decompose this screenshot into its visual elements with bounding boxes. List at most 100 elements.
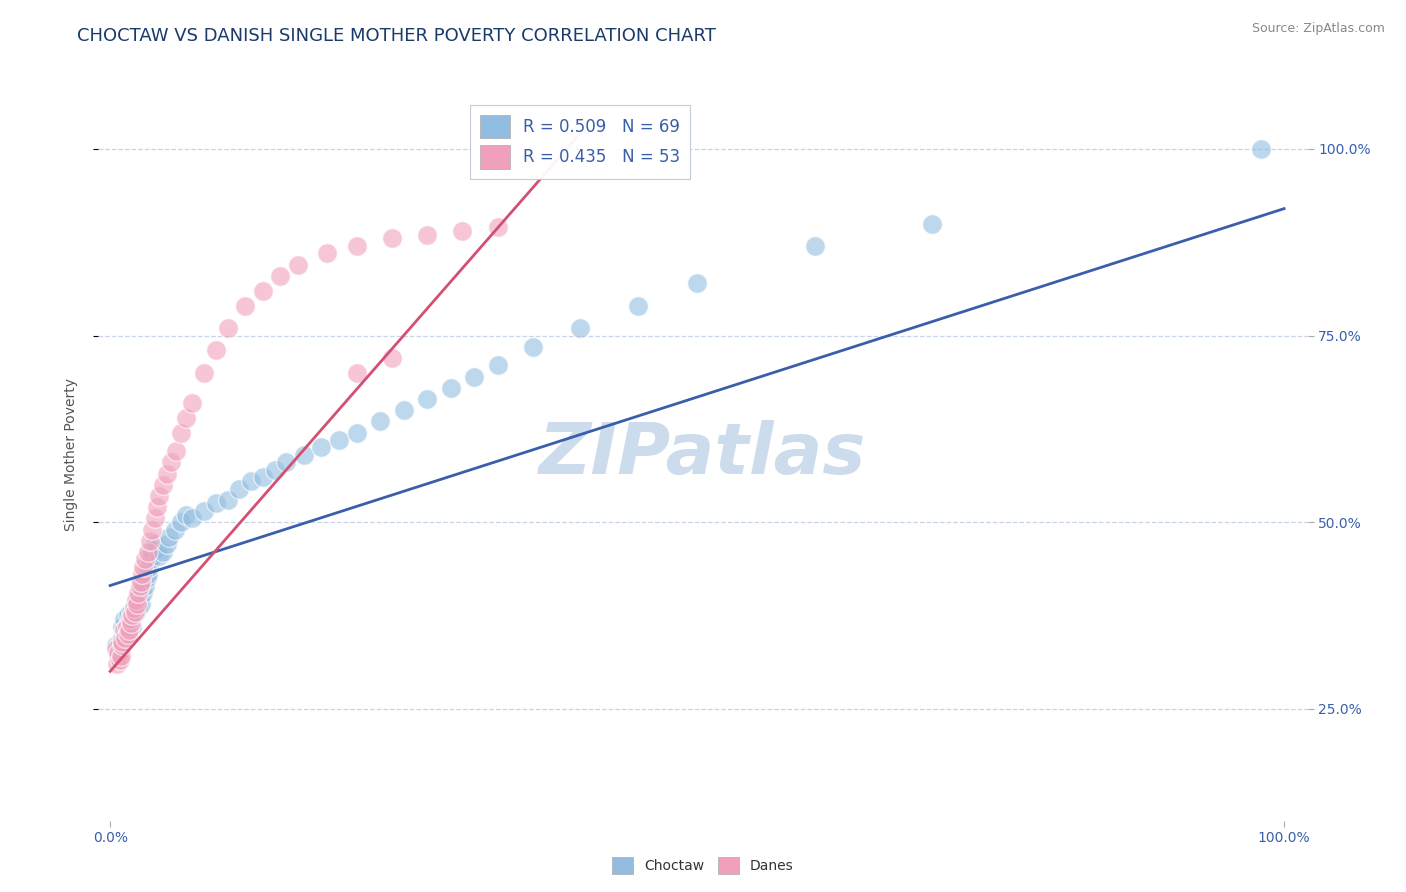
Point xyxy=(112,624,135,638)
Point xyxy=(122,601,145,615)
Point xyxy=(463,369,485,384)
Point xyxy=(110,642,132,657)
Point xyxy=(128,590,150,604)
Point xyxy=(522,340,544,354)
Point xyxy=(157,530,180,544)
Point xyxy=(155,467,177,481)
Point xyxy=(416,392,439,406)
Point xyxy=(125,605,148,619)
Point xyxy=(146,541,169,556)
Point xyxy=(193,366,215,380)
Point xyxy=(135,571,157,585)
Point xyxy=(117,608,139,623)
Point xyxy=(127,597,149,611)
Point xyxy=(276,455,298,469)
Point xyxy=(233,299,256,313)
Point xyxy=(143,537,166,551)
Point xyxy=(132,560,155,574)
Point xyxy=(120,624,142,638)
Point xyxy=(328,433,350,447)
Point xyxy=(1250,142,1272,156)
Point xyxy=(381,351,404,365)
Point xyxy=(148,489,170,503)
Point xyxy=(152,545,174,559)
Point xyxy=(269,268,291,283)
Point xyxy=(105,638,128,652)
Point xyxy=(112,624,135,638)
Point xyxy=(486,359,509,373)
Y-axis label: Single Mother Poverty: Single Mother Poverty xyxy=(63,378,77,532)
Point xyxy=(139,533,162,548)
Point xyxy=(120,612,142,626)
Point xyxy=(125,593,148,607)
Point xyxy=(134,578,156,592)
Point xyxy=(141,552,163,566)
Point xyxy=(131,582,153,597)
Point xyxy=(160,455,183,469)
Point xyxy=(486,220,509,235)
Point xyxy=(105,657,128,671)
Point xyxy=(381,231,404,245)
Point xyxy=(181,511,204,525)
Point xyxy=(134,574,156,589)
Point xyxy=(263,463,285,477)
Point xyxy=(115,619,138,633)
Point xyxy=(439,381,461,395)
Point xyxy=(122,608,145,623)
Point xyxy=(686,277,709,291)
Point xyxy=(105,642,128,657)
Point xyxy=(155,537,177,551)
Point xyxy=(108,653,131,667)
Point xyxy=(120,605,142,619)
Point xyxy=(121,608,143,623)
Point xyxy=(127,593,149,607)
Point xyxy=(131,567,153,582)
Point xyxy=(127,586,149,600)
Point xyxy=(120,615,142,630)
Point xyxy=(346,366,368,380)
Point xyxy=(240,474,263,488)
Point xyxy=(292,448,315,462)
Point xyxy=(111,619,134,633)
Point xyxy=(132,586,155,600)
Text: CHOCTAW VS DANISH SINGLE MOTHER POVERTY CORRELATION CHART: CHOCTAW VS DANISH SINGLE MOTHER POVERTY … xyxy=(77,27,716,45)
Point xyxy=(346,425,368,440)
Point xyxy=(117,627,139,641)
Point xyxy=(107,646,129,660)
Point xyxy=(118,624,141,638)
Point xyxy=(217,492,239,507)
Point xyxy=(114,631,136,645)
Point xyxy=(311,441,333,455)
Point xyxy=(121,619,143,633)
Point xyxy=(204,496,226,510)
Point xyxy=(128,578,150,592)
Point xyxy=(129,574,152,589)
Point xyxy=(217,321,239,335)
Point xyxy=(803,239,825,253)
Point xyxy=(416,227,439,242)
Point xyxy=(111,634,134,648)
Point xyxy=(143,511,166,525)
Point xyxy=(181,395,204,409)
Point xyxy=(148,549,170,563)
Point xyxy=(111,631,134,645)
Point xyxy=(136,545,159,559)
Point xyxy=(112,612,135,626)
Point xyxy=(204,343,226,358)
Point xyxy=(120,612,142,626)
Point xyxy=(252,470,274,484)
Point xyxy=(165,444,187,458)
Point xyxy=(152,477,174,491)
Point xyxy=(124,597,146,611)
Point xyxy=(228,482,250,496)
Legend: R = 0.509   N = 69, R = 0.435   N = 53: R = 0.509 N = 69, R = 0.435 N = 53 xyxy=(470,105,690,178)
Point xyxy=(127,601,149,615)
Point xyxy=(138,560,160,574)
Point xyxy=(193,504,215,518)
Text: Source: ZipAtlas.com: Source: ZipAtlas.com xyxy=(1251,22,1385,36)
Point xyxy=(921,217,943,231)
Point xyxy=(368,414,391,428)
Legend: Choctaw, Danes: Choctaw, Danes xyxy=(606,851,800,880)
Point xyxy=(568,321,591,335)
Point xyxy=(124,605,146,619)
